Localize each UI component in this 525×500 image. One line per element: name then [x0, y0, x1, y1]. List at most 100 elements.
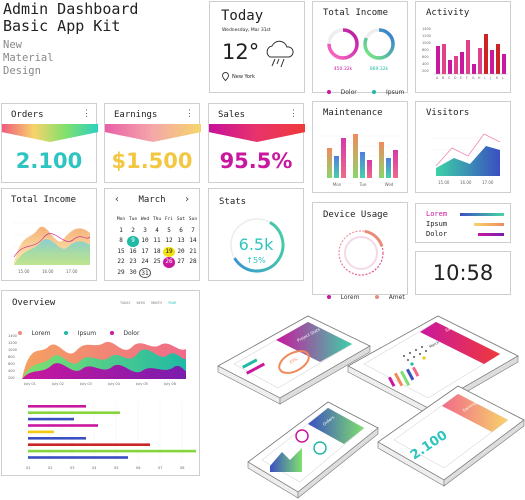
calendar-day[interactable]: 27: [177, 258, 185, 265]
more-vert-icon[interactable]: ⋮: [289, 109, 298, 119]
phone-orders: Orders: [247, 401, 379, 499]
weekday-label: Fri: [164, 217, 174, 222]
legend-amet: Amet: [388, 294, 405, 301]
calendar-day[interactable]: 18: [153, 247, 161, 255]
weather-date: Wednesday, Mar 31st: [222, 28, 271, 33]
maintenance-bar: [386, 158, 391, 178]
maintenance-x-label: Tue: [359, 182, 367, 187]
activity-x-label: C: [448, 76, 451, 80]
overview-bar-x-label: 03: [70, 466, 74, 470]
income-rings-legend: Dolor Ipsum: [327, 79, 404, 98]
calendar-day[interactable]: 6: [179, 226, 183, 234]
calendar-day[interactable]: 21: [189, 247, 197, 255]
legend-lorem: Lorem: [340, 294, 360, 301]
calendar-day[interactable]: 13: [177, 237, 185, 244]
calendar-day[interactable]: 19: [163, 246, 175, 257]
maintenance-bar: [334, 156, 339, 178]
calendar-day[interactable]: 23: [129, 258, 137, 265]
chevron-right-icon[interactable]: ›: [183, 194, 190, 205]
activity-x-label: H: [478, 76, 481, 80]
tab-month[interactable]: MONTH: [151, 301, 162, 305]
more-vert-icon[interactable]: ⋮: [185, 109, 194, 119]
calendar-day[interactable]: 25: [153, 258, 161, 265]
calendar-day[interactable]: 11: [153, 237, 161, 244]
stats-card: Stats 6.5k ↑5%: [208, 188, 304, 281]
overview-bar: [28, 456, 128, 459]
visitors-card: Visitors 15.00 16.00 17.00: [415, 101, 511, 193]
earnings-title: Earnings: [114, 110, 158, 120]
tab-year[interactable]: YEAR: [167, 301, 177, 305]
more-vert-icon[interactable]: ⋮: [82, 109, 91, 119]
sales-title: Sales: [218, 110, 246, 120]
legend-bar-ipsum: [474, 223, 504, 226]
calendar-day[interactable]: 29: [117, 268, 125, 276]
calendar-day[interactable]: 24: [141, 258, 149, 265]
calendar-day[interactable]: 8: [119, 237, 123, 244]
calendar-day[interactable]: 28: [189, 258, 197, 265]
calendar-day[interactable]: 12: [165, 237, 173, 244]
calendar-day[interactable]: 22: [117, 258, 125, 265]
overview-y-tick: 600: [8, 362, 15, 366]
tab-today[interactable]: TODAY: [120, 301, 131, 305]
weekday-label: Sun: [188, 217, 198, 222]
overview-card: Overview TODAY WEEK MONTH YEAR Lorem Ips…: [1, 290, 200, 476]
overview-y-tick: 800: [8, 355, 15, 359]
calendar-day[interactable]: 15: [117, 247, 125, 255]
weather-location: New York: [232, 74, 255, 80]
weather-today: Today: [221, 8, 264, 24]
legend-item-ipsum: Ipsum: [426, 220, 448, 228]
visitors-line: [435, 133, 501, 167]
calendar-day[interactable]: 3: [143, 226, 147, 234]
activity-x-label: L: [502, 76, 504, 80]
calendar-day[interactable]: 14: [189, 237, 197, 244]
overview-bar: [28, 443, 150, 446]
overview-y-tick: 200: [8, 376, 15, 380]
overview-bar: [28, 411, 120, 414]
chevron-left-icon[interactable]: ‹: [114, 194, 121, 205]
activity-bar: [496, 44, 500, 74]
calendar-day[interactable]: 5: [167, 226, 171, 234]
phone-project-stats: Project Stats 35%: [217, 315, 371, 405]
calendar-day[interactable]: 30: [129, 268, 137, 276]
overview-y-tick: 1000: [8, 348, 17, 352]
calendar-day[interactable]: 31: [139, 267, 151, 278]
weekday-label: Tue: [128, 217, 138, 222]
overview-x-label: July 03: [79, 382, 92, 386]
stats-change: ↑5%: [209, 256, 303, 265]
calendar-day[interactable]: 26: [163, 257, 175, 268]
clock-card: 10:58: [415, 251, 511, 295]
calendar-day[interactable]: 10: [141, 237, 149, 244]
overview-y-tick: 1400: [8, 334, 17, 338]
calendar-day[interactable]: 20: [177, 247, 185, 255]
device-ring-inner: [344, 236, 378, 270]
tab-week[interactable]: WEEK: [136, 301, 146, 305]
calendar-day[interactable]: 2: [131, 226, 135, 234]
device-ring-outer: [338, 230, 384, 276]
calendar-day[interactable]: 17: [141, 247, 149, 255]
overview-x-label: July 06: [163, 382, 176, 386]
activity-title: Activity: [426, 8, 470, 18]
maintenance-bar: [393, 150, 398, 178]
calendar-day[interactable]: 16: [129, 247, 137, 255]
maintenance-bar: [353, 134, 358, 178]
activity-x-label: D: [454, 76, 457, 80]
legend-card: Lorem Ipsum Dolor: [415, 203, 511, 243]
maintenance-x-label: Wed: [385, 182, 394, 187]
earnings-value: $1.500: [111, 149, 193, 173]
overview-y-tick: 400: [8, 369, 15, 373]
calendar-day[interactable]: 7: [191, 226, 195, 234]
overview-bar-chart: 01 02 03 04 05 06 07 08: [26, 401, 196, 470]
maintenance-bar: [327, 148, 332, 178]
device-usage-card: Device Usage Lorem Amet: [312, 202, 408, 301]
total-income-chart-card: Total Income 15.00 16.00 17.00: [1, 188, 97, 281]
weather-card: Today Wednesday, Mar 31st 12° New York: [209, 1, 305, 93]
phone-mockups: Project Stats 35% Sales March: [217, 315, 525, 499]
phone-sales-calendar: Sales March: [347, 315, 519, 415]
calendar-day[interactable]: 1: [119, 226, 123, 234]
weekday-label: Thu: [152, 217, 162, 222]
calendar-day[interactable]: 4: [155, 226, 159, 234]
activity-x-label: K: [496, 76, 499, 80]
calendar-day[interactable]: 9: [127, 236, 139, 247]
overview-legend-lorem: Lorem: [31, 330, 51, 337]
activity-bar: [478, 48, 482, 74]
